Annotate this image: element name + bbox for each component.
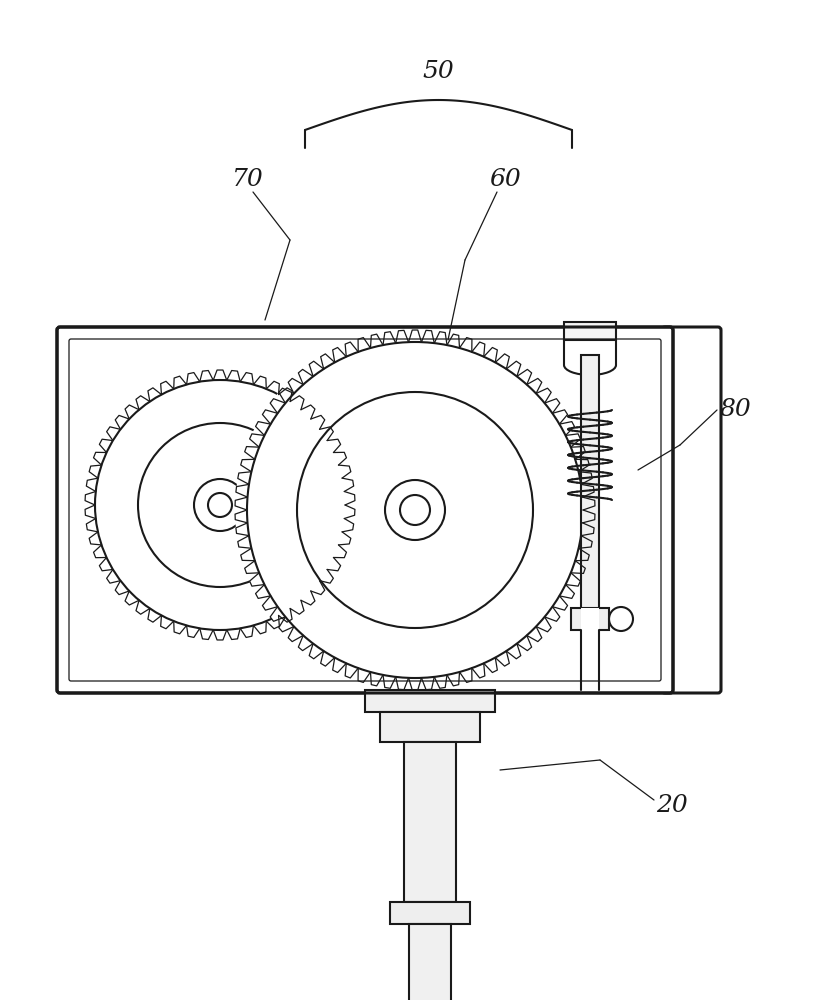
Bar: [571, 608, 609, 630]
Bar: [564, 322, 616, 340]
FancyBboxPatch shape: [57, 327, 673, 693]
Bar: [581, 355, 599, 630]
Bar: [390, 902, 470, 924]
Bar: [409, 924, 451, 1000]
Text: 80: 80: [719, 398, 751, 422]
Bar: [380, 712, 480, 742]
Bar: [365, 690, 495, 712]
FancyBboxPatch shape: [662, 327, 721, 693]
Bar: [404, 742, 456, 902]
Text: 60: 60: [489, 168, 521, 192]
Text: 50: 50: [423, 60, 455, 84]
Bar: [581, 608, 599, 690]
Circle shape: [235, 330, 595, 690]
Text: 20: 20: [656, 794, 688, 816]
Text: 70: 70: [232, 168, 264, 192]
Circle shape: [85, 370, 355, 640]
